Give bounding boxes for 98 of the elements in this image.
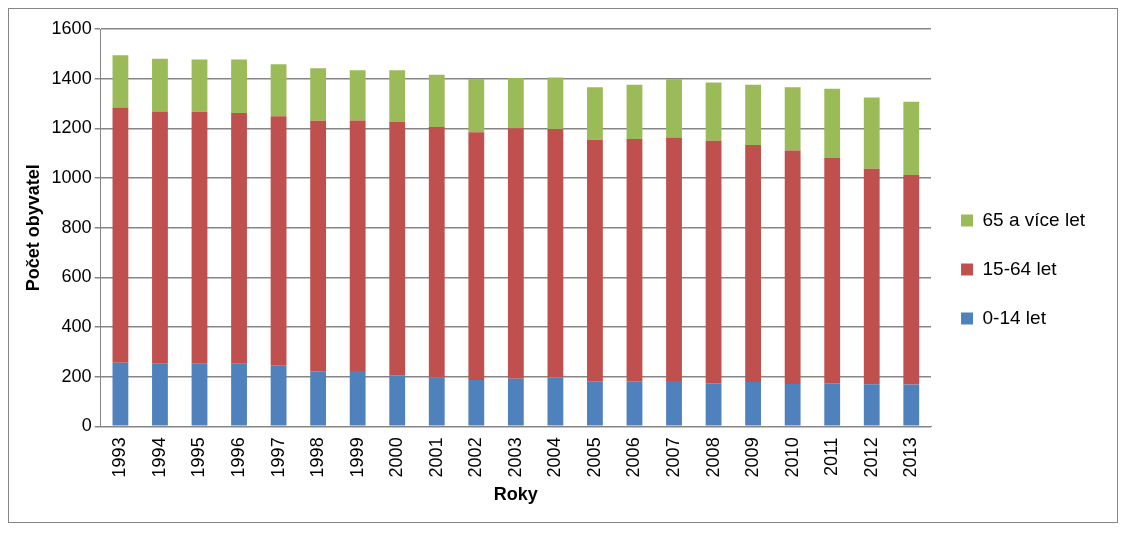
bar <box>428 377 445 426</box>
x-axis-title: Roky <box>493 484 538 505</box>
bar <box>270 64 287 117</box>
bar <box>507 77 524 129</box>
bar <box>626 139 643 382</box>
bar <box>468 78 485 133</box>
y-tick-label: 800 <box>61 216 92 237</box>
x-tick-label: 1998 <box>307 437 328 478</box>
x-tick-label: 2000 <box>386 437 407 478</box>
bar <box>745 381 762 426</box>
bar <box>784 150 801 384</box>
bar <box>863 97 880 169</box>
y-axis-title: Počet obyvatel <box>22 164 43 292</box>
bar <box>112 55 129 108</box>
bar <box>152 58 168 112</box>
bar <box>784 87 801 151</box>
legend-label: 0-14 let <box>982 306 1047 328</box>
bar <box>191 59 208 112</box>
x-tick-label: 1996 <box>228 437 249 478</box>
bar <box>310 68 327 121</box>
bar <box>705 383 722 426</box>
y-tick-label: 0 <box>81 415 92 436</box>
x-tick-label: 2005 <box>583 437 604 478</box>
bar <box>824 383 841 426</box>
bar <box>231 363 247 426</box>
bar <box>705 140 722 384</box>
bar <box>310 120 327 372</box>
bar <box>389 375 406 426</box>
bar <box>824 157 841 384</box>
bar <box>428 127 445 378</box>
legend-label: 65 a více let <box>982 208 1086 230</box>
bar <box>547 77 564 130</box>
bar <box>626 84 643 140</box>
bar <box>903 175 920 385</box>
bar <box>152 111 168 364</box>
x-tick-label: 1997 <box>267 437 288 478</box>
y-tick-label: 400 <box>61 315 92 336</box>
x-tick-label: 2007 <box>662 437 683 478</box>
bar <box>626 381 643 426</box>
x-tick-label: 2013 <box>900 437 921 478</box>
bar <box>547 129 564 378</box>
bar <box>349 70 366 121</box>
bar <box>152 363 168 426</box>
bar <box>547 377 564 426</box>
x-tick-label: 2009 <box>742 437 763 478</box>
bar <box>349 370 366 426</box>
bar <box>112 362 129 426</box>
bar <box>745 84 762 145</box>
bar <box>507 128 524 379</box>
bar <box>666 380 682 426</box>
x-tick-label: 1995 <box>188 437 209 478</box>
bar <box>666 79 682 138</box>
bar <box>191 111 208 364</box>
bar <box>428 74 445 128</box>
bar <box>824 88 841 158</box>
bar <box>587 381 603 426</box>
bar <box>270 116 287 366</box>
bar <box>468 132 485 380</box>
bar <box>587 139 603 382</box>
x-tick-label: 2001 <box>425 437 446 478</box>
bar <box>468 379 485 426</box>
y-tick-label: 200 <box>61 365 92 386</box>
bar <box>389 121 406 376</box>
bar <box>349 120 366 371</box>
x-tick-label: 2010 <box>781 437 802 478</box>
bar <box>270 365 287 426</box>
y-tick-label: 1400 <box>51 67 92 88</box>
bar <box>310 371 327 426</box>
bar <box>507 378 524 426</box>
bar <box>112 107 129 363</box>
bar <box>863 384 880 426</box>
x-tick-label: 2012 <box>860 437 881 478</box>
y-tick-label: 1600 <box>51 17 92 38</box>
y-tick-label: 1000 <box>51 166 92 187</box>
bar <box>666 137 682 381</box>
bar <box>903 384 920 426</box>
x-tick-label: 1993 <box>109 437 130 478</box>
bar <box>389 70 406 122</box>
bar <box>231 112 247 364</box>
bar <box>191 363 208 426</box>
x-tick-label: 2003 <box>504 437 525 478</box>
x-tick-label: 2004 <box>544 437 565 478</box>
legend-label: 15-64 let <box>982 257 1058 279</box>
bar <box>705 82 722 141</box>
x-tick-label: 1994 <box>148 437 169 478</box>
x-tick-label: 2011 <box>821 437 842 477</box>
bar <box>863 168 880 385</box>
x-tick-label: 2006 <box>623 437 644 478</box>
bar <box>784 383 801 426</box>
bar <box>745 144 762 382</box>
bar <box>903 101 920 176</box>
x-tick-label: 1999 <box>346 437 367 478</box>
x-tick-label: 2008 <box>702 437 723 478</box>
y-tick-label: 1200 <box>51 117 92 138</box>
y-tick-label: 600 <box>61 266 92 287</box>
bar <box>587 87 603 140</box>
bar <box>231 59 247 113</box>
x-tick-label: 2002 <box>465 437 486 478</box>
